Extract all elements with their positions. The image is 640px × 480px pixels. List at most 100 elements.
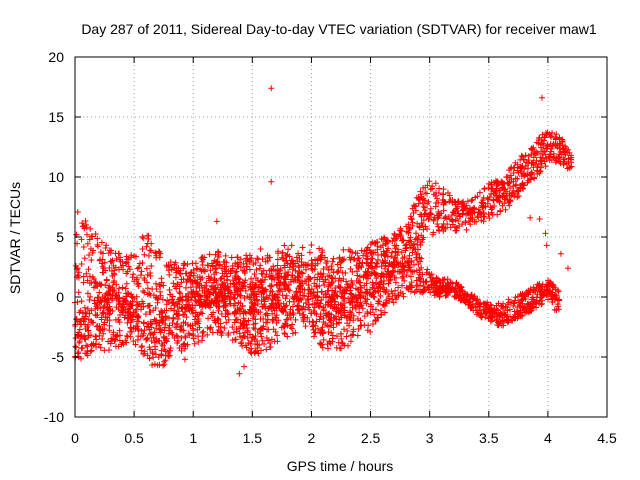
data-point bbox=[476, 209, 483, 216]
data-point bbox=[357, 317, 364, 324]
data-point bbox=[284, 322, 291, 329]
data-point bbox=[76, 339, 83, 346]
data-point bbox=[422, 184, 429, 191]
data-point bbox=[196, 284, 203, 291]
data-point bbox=[332, 288, 339, 295]
data-point bbox=[78, 355, 85, 362]
data-point bbox=[413, 267, 420, 274]
data-point bbox=[103, 242, 110, 249]
data-point bbox=[101, 319, 108, 326]
data-point bbox=[473, 307, 480, 314]
data-point bbox=[254, 255, 261, 262]
data-point bbox=[408, 215, 415, 222]
data-point bbox=[173, 311, 180, 318]
data-point bbox=[174, 316, 181, 323]
data-point bbox=[246, 258, 253, 265]
data-point bbox=[369, 265, 376, 272]
data-point bbox=[374, 272, 381, 279]
data-point bbox=[260, 315, 267, 322]
data-point bbox=[534, 168, 541, 175]
data-point bbox=[318, 273, 325, 280]
data-point bbox=[94, 312, 101, 319]
data-point bbox=[416, 276, 423, 283]
data-point bbox=[416, 224, 423, 231]
data-point bbox=[86, 296, 93, 303]
data-point bbox=[282, 308, 289, 315]
data-point bbox=[135, 333, 142, 340]
data-point bbox=[248, 337, 255, 344]
data-point bbox=[82, 217, 89, 224]
data-point bbox=[88, 257, 95, 264]
data-point bbox=[148, 338, 155, 345]
data-point bbox=[383, 247, 390, 254]
data-point bbox=[436, 280, 443, 287]
data-point bbox=[163, 301, 170, 308]
data-point bbox=[287, 306, 294, 313]
data-point bbox=[531, 175, 538, 182]
data-point bbox=[348, 332, 355, 339]
data-point bbox=[564, 149, 571, 156]
data-point bbox=[252, 320, 259, 327]
data-point bbox=[285, 281, 292, 288]
data-point bbox=[447, 224, 454, 231]
data-point bbox=[522, 152, 529, 159]
data-point bbox=[527, 285, 534, 292]
data-point bbox=[481, 213, 488, 220]
data-point bbox=[217, 275, 224, 282]
data-point bbox=[217, 286, 224, 293]
data-point bbox=[556, 296, 563, 303]
data-point bbox=[140, 351, 147, 358]
data-point bbox=[514, 194, 521, 201]
data-point bbox=[424, 226, 431, 233]
data-point bbox=[216, 261, 223, 268]
data-point bbox=[158, 279, 165, 286]
data-point bbox=[90, 342, 97, 349]
data-point bbox=[555, 154, 562, 161]
data-point bbox=[242, 287, 249, 294]
data-point bbox=[507, 184, 514, 191]
data-point bbox=[230, 329, 237, 336]
data-point bbox=[73, 344, 80, 351]
data-point bbox=[272, 314, 279, 321]
data-point bbox=[151, 339, 158, 346]
data-point bbox=[193, 288, 200, 295]
data-point bbox=[228, 267, 235, 274]
data-point bbox=[405, 229, 412, 236]
data-point bbox=[283, 302, 290, 309]
data-point bbox=[96, 341, 103, 348]
data-point bbox=[372, 240, 379, 247]
data-point bbox=[363, 280, 370, 287]
data-point bbox=[414, 241, 421, 248]
data-point bbox=[138, 344, 145, 351]
data-point bbox=[510, 170, 517, 177]
data-point bbox=[99, 269, 106, 276]
data-point bbox=[208, 300, 215, 307]
data-point bbox=[335, 277, 342, 284]
data-point bbox=[388, 261, 395, 268]
data-point bbox=[314, 325, 321, 332]
data-point bbox=[174, 281, 181, 288]
data-point bbox=[286, 264, 293, 271]
data-point bbox=[357, 285, 364, 292]
data-point bbox=[311, 274, 318, 281]
data-point bbox=[454, 282, 461, 289]
data-point bbox=[335, 301, 342, 308]
data-point bbox=[144, 352, 151, 359]
data-point bbox=[400, 237, 407, 244]
data-point bbox=[176, 312, 183, 319]
data-point bbox=[242, 318, 249, 325]
data-point bbox=[286, 287, 293, 294]
data-point bbox=[546, 289, 553, 296]
data-point bbox=[176, 344, 183, 351]
data-point bbox=[153, 335, 160, 342]
data-point bbox=[552, 292, 559, 299]
data-point bbox=[106, 282, 113, 289]
data-point bbox=[94, 241, 101, 248]
data-point bbox=[337, 330, 344, 337]
data-point bbox=[334, 268, 341, 275]
data-point bbox=[112, 292, 119, 299]
data-point bbox=[419, 196, 426, 203]
data-point bbox=[252, 349, 259, 356]
data-point bbox=[254, 337, 261, 344]
data-point bbox=[296, 303, 303, 310]
